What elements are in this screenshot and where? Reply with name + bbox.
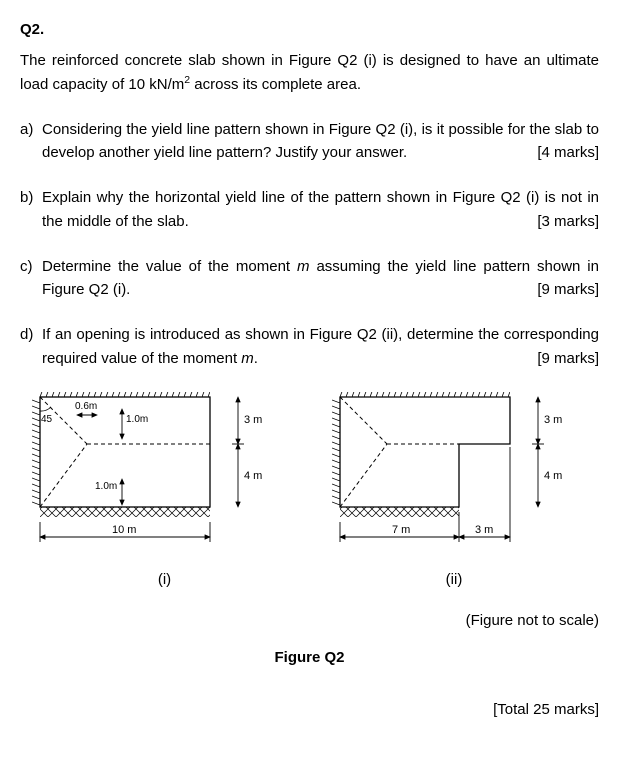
part-b-label: b)	[20, 186, 42, 233]
part-d: d) If an opening is introduced as shown …	[20, 323, 599, 370]
figure-i-label: (i)	[20, 568, 309, 591]
part-b-l2: the middle of the slab.	[42, 213, 189, 230]
dim-3m-ii: 3 m	[544, 414, 562, 426]
part-c-l1-post: assuming the yield line pattern shown in	[310, 258, 599, 275]
part-d-label: d)	[20, 323, 42, 370]
part-c-l1-pre: Determine the value of the moment	[42, 258, 297, 275]
part-c-label: c)	[20, 255, 42, 302]
dim-0-6m: 0.6m	[75, 401, 97, 412]
part-d-marks: [9 marks]	[537, 347, 599, 370]
intro-line2-pre: load capacity of 10 kN/m	[20, 76, 184, 93]
intro-line2-post: across its complete area.	[190, 76, 361, 93]
part-d-l2-post: .	[254, 350, 258, 367]
part-a-marks: [4 marks]	[537, 141, 599, 164]
part-b-body: Explain why the horizontal yield line of…	[42, 186, 599, 233]
part-c-l2: Figure Q2 (i).	[42, 281, 130, 298]
part-b-marks: [3 marks]	[537, 210, 599, 233]
figure-q2: 45 0.6m 1.0m 1.0m 3 m 4 m 10 m	[20, 392, 599, 562]
part-c: c) Determine the value of the moment m a…	[20, 255, 599, 302]
part-a-l1: Considering the yield line pattern shown…	[42, 121, 582, 138]
dim-1m-b: 1.0m	[95, 481, 117, 492]
part-a-body: Considering the yield line pattern shown…	[42, 118, 599, 165]
part-c-body: Determine the value of the moment m assu…	[42, 255, 599, 302]
dim-4m-ii: 4 m	[544, 470, 562, 482]
part-c-marks: [9 marks]	[537, 278, 599, 301]
figure-ii: 3 m 4 m 7 m 3 m	[332, 392, 562, 542]
part-d-body: If an opening is introduced as shown in …	[42, 323, 599, 370]
dim-1m-v: 1.0m	[126, 414, 148, 425]
part-d-l1: If an opening is introduced as shown in …	[42, 326, 599, 343]
part-b: b) Explain why the horizontal yield line…	[20, 186, 599, 233]
figure-svg: 45 0.6m 1.0m 1.0m 3 m 4 m 10 m	[20, 392, 599, 562]
part-d-m: m	[241, 350, 254, 367]
dim-3m-w: 3 m	[475, 524, 493, 536]
dim-10m: 10 m	[112, 524, 136, 536]
figure-labels-row: (i) (ii)	[20, 568, 599, 591]
figure-ii-label: (ii)	[309, 568, 599, 591]
dim-7m: 7 m	[392, 524, 410, 536]
question-number: Q2.	[20, 18, 599, 41]
part-a-label: a)	[20, 118, 42, 165]
part-a: a) Considering the yield line pattern sh…	[20, 118, 599, 165]
intro-line1: The reinforced concrete slab shown in Fi…	[20, 52, 599, 69]
part-c-m: m	[297, 258, 310, 275]
angle-45: 45	[41, 414, 53, 425]
figure-not-to-scale: (Figure not to scale)	[20, 609, 599, 632]
part-b-l1: Explain why the horizontal yield line of…	[42, 189, 599, 206]
dim-3m-i: 3 m	[244, 414, 262, 426]
part-d-l2-pre: required value of the moment	[42, 350, 241, 367]
figure-i: 45 0.6m 1.0m 1.0m 3 m 4 m 10 m	[32, 392, 262, 542]
figure-title: Figure Q2	[20, 646, 599, 669]
intro-text: The reinforced concrete slab shown in Fi…	[20, 49, 599, 96]
total-marks: [Total 25 marks]	[20, 698, 599, 721]
dim-4m-i: 4 m	[244, 470, 262, 482]
